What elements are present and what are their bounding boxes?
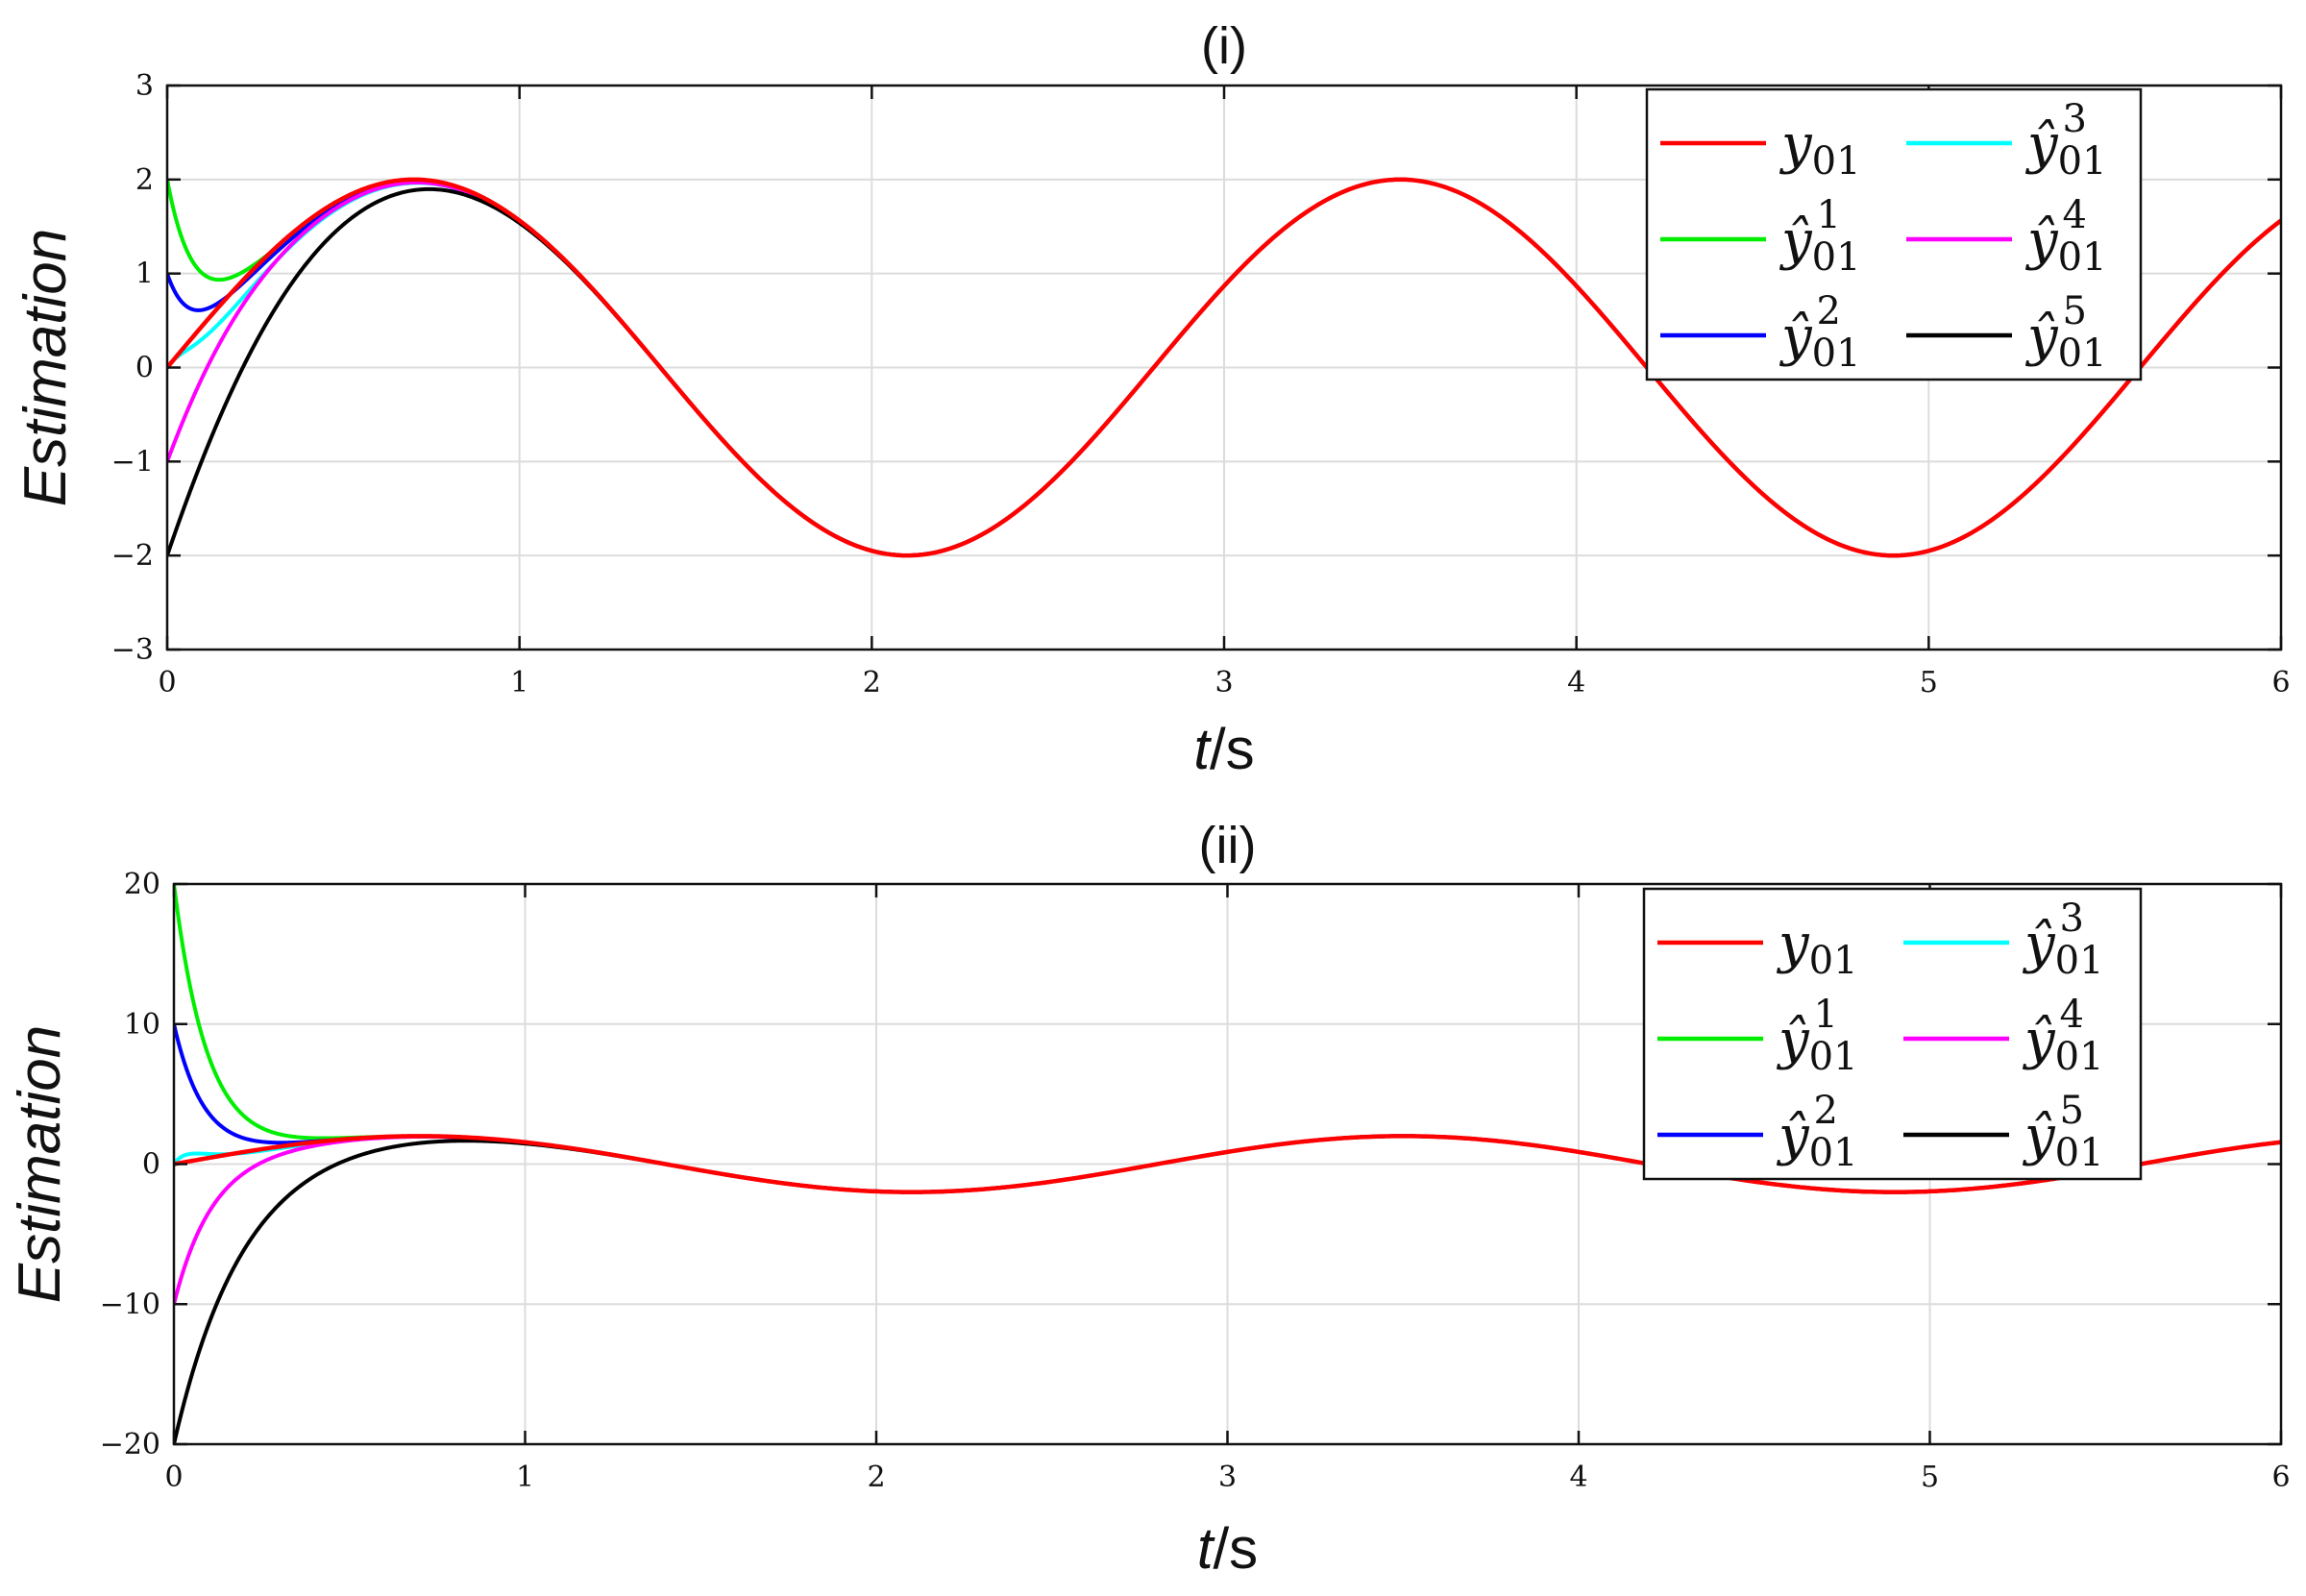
y-tick-label: 10 bbox=[124, 1008, 160, 1042]
y-tick-label: −1 bbox=[111, 445, 154, 479]
series-line-y01 bbox=[174, 1134, 2281, 1194]
legend-label: ŷ013 bbox=[2022, 896, 2104, 983]
legend-entry: ŷ012 bbox=[1657, 1089, 1858, 1175]
x-tick-label: 4 bbox=[1569, 1461, 1587, 1494]
y-tick-label: 1 bbox=[135, 258, 154, 291]
legend-entry: ŷ011 bbox=[1660, 193, 1861, 280]
x-tick-label: 2 bbox=[867, 1461, 885, 1494]
legend-label: ŷ015 bbox=[2024, 289, 2107, 376]
legend-entry: ŷ015 bbox=[1903, 1089, 2104, 1175]
y-tick-label: 0 bbox=[142, 1148, 160, 1182]
x-tick-label: 6 bbox=[2271, 1461, 2290, 1494]
x-tick-label: 6 bbox=[2271, 666, 2290, 700]
legend-label: y01 bbox=[1779, 113, 1861, 184]
legend-entry: y01 bbox=[1660, 113, 1861, 184]
legend-entry: ŷ013 bbox=[1903, 896, 2104, 983]
series-line-y01 bbox=[167, 177, 2281, 558]
y-tick-label: −20 bbox=[100, 1428, 160, 1461]
panel-title: (i) bbox=[1201, 17, 1247, 75]
legend-label: ŷ012 bbox=[1779, 289, 1861, 376]
legend-entry: ŷ014 bbox=[1903, 993, 2104, 1079]
legend-entry: y01 bbox=[1657, 913, 1858, 983]
legend-label: ŷ011 bbox=[1776, 993, 1858, 1079]
y-tick-label: −10 bbox=[100, 1288, 160, 1321]
legend-entry: ŷ012 bbox=[1660, 289, 1861, 376]
x-tick-label: 2 bbox=[863, 666, 881, 700]
legend-label: ŷ015 bbox=[2022, 1089, 2104, 1175]
y-tick-label: 20 bbox=[124, 868, 160, 901]
y-tick-label: 3 bbox=[135, 69, 154, 103]
legend-label: ŷ014 bbox=[2024, 193, 2107, 280]
y-tick-label: −3 bbox=[111, 633, 154, 667]
y-tick-label: 0 bbox=[135, 352, 154, 385]
y-axis-label: Estimation bbox=[7, 1025, 73, 1303]
x-tick-label: 1 bbox=[510, 666, 528, 700]
legend-entry: ŷ015 bbox=[1906, 289, 2107, 376]
legend-box bbox=[1645, 87, 2143, 381]
legend-label: y01 bbox=[1776, 913, 1858, 983]
legend: y01 ŷ011 ŷ012 ŷ013 ŷ014 ŷ015 bbox=[1642, 887, 2143, 1181]
x-tick-label: 5 bbox=[1920, 666, 1938, 700]
x-tick-label: 4 bbox=[1567, 666, 1585, 700]
legend: y01 ŷ011 ŷ012 ŷ013 ŷ014 ŷ015 bbox=[1645, 87, 2143, 381]
legend-entry: ŷ014 bbox=[1906, 193, 2107, 280]
legend-label: ŷ013 bbox=[2024, 97, 2107, 184]
x-tick-label: 5 bbox=[1921, 1461, 1939, 1494]
x-tick-label: 0 bbox=[158, 666, 176, 700]
x-axis-label: t/s bbox=[1193, 717, 1254, 781]
x-tick-label: 1 bbox=[516, 1461, 534, 1494]
panel-2: 0 1 2 3 4 5 6 20 10 0 −10 −20 (ii) t/s Estimation y01 ŷ0… bbox=[7, 817, 2291, 1581]
legend-label: ŷ011 bbox=[1779, 193, 1861, 280]
legend-label: ŷ014 bbox=[2022, 993, 2104, 1079]
legend-entry: ŷ013 bbox=[1906, 97, 2107, 184]
x-axis-label: t/s bbox=[1197, 1516, 1258, 1581]
x-tick-label: 3 bbox=[1218, 1461, 1237, 1494]
x-tick-label: 3 bbox=[1214, 666, 1233, 700]
legend-label: ŷ012 bbox=[1776, 1089, 1858, 1175]
legend-entry: ŷ011 bbox=[1657, 993, 1858, 1079]
y-tick-label: −2 bbox=[111, 539, 154, 573]
legend-box bbox=[1642, 887, 2143, 1181]
y-tick-label: 2 bbox=[135, 163, 154, 197]
panel-1: 0 1 2 3 4 5 6 3 2 1 0 −1 −2 −3 (i) t/s Estimation y01 ŷ011… bbox=[12, 17, 2291, 781]
y-axis-label: Estimation bbox=[12, 229, 79, 506]
panel-title: (ii) bbox=[1199, 817, 1257, 874]
x-tick-label: 0 bbox=[164, 1461, 183, 1494]
